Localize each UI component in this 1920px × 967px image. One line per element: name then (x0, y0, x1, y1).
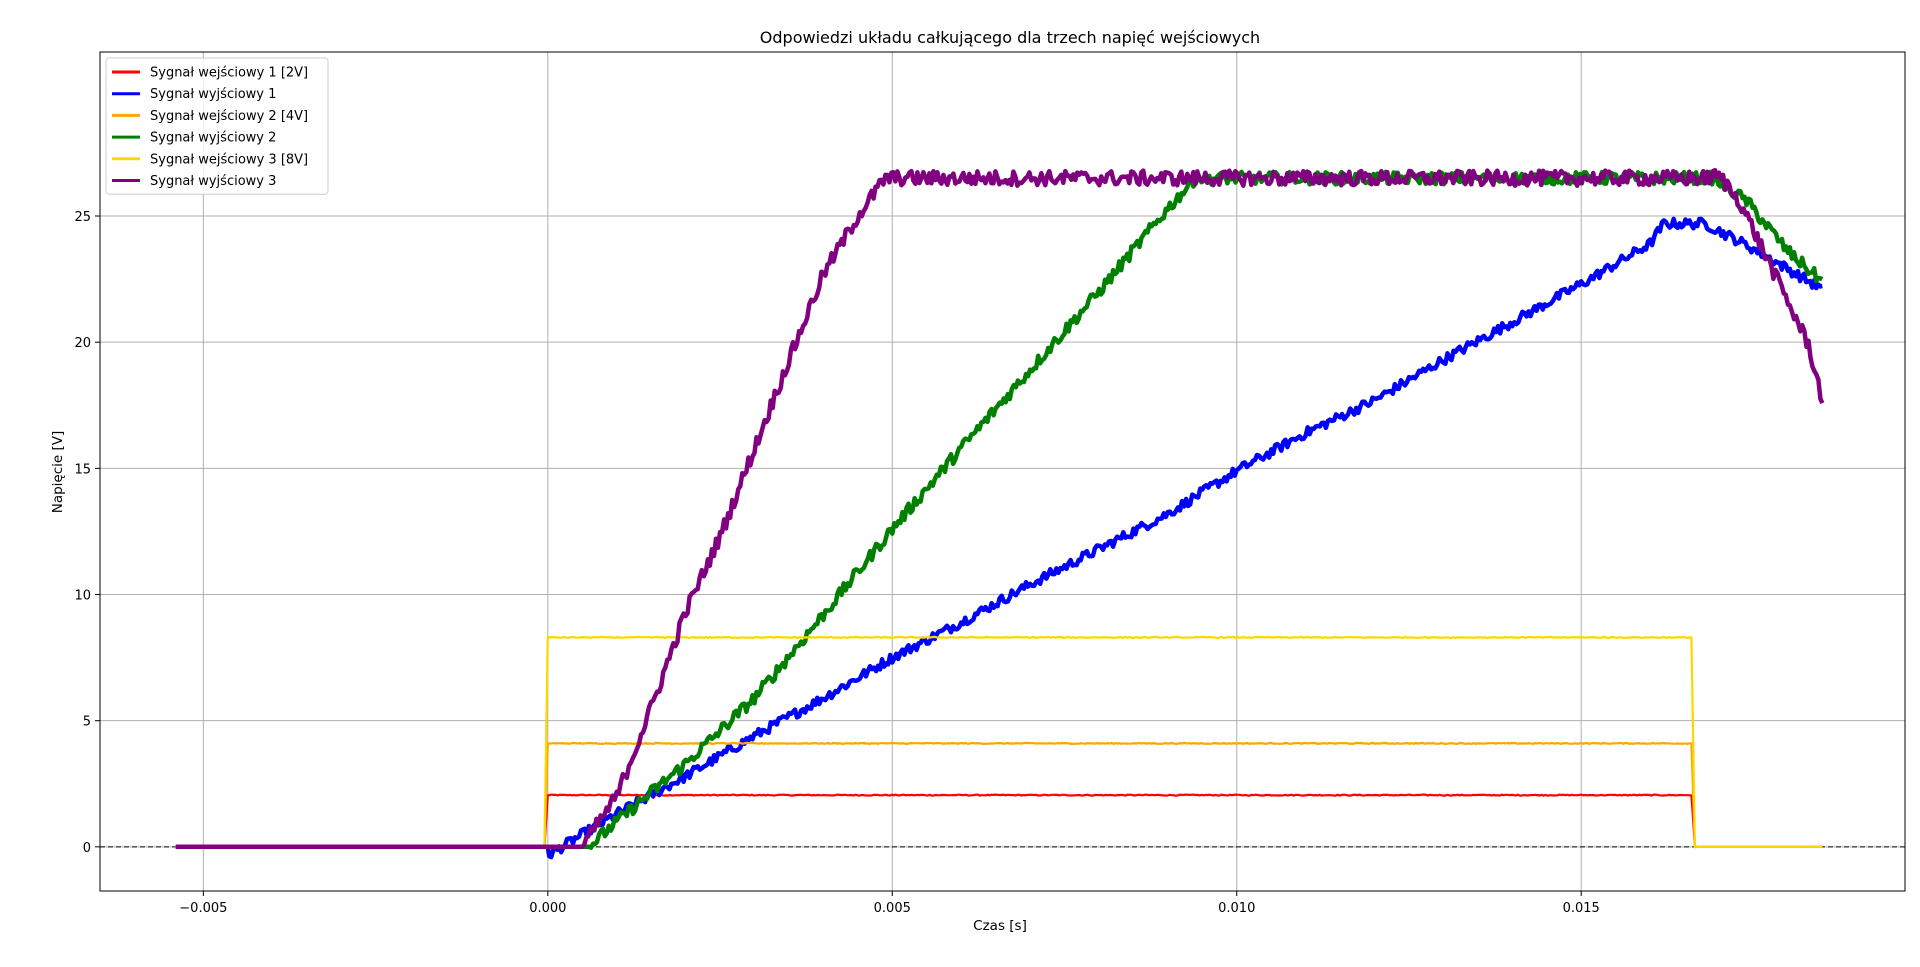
series-line-6 (175, 167, 1825, 850)
legend-entry-3: Sygnał wejściowy 2 [4V] (150, 109, 308, 124)
legend-entry-4: Sygnał wyjściowy 2 (150, 131, 276, 146)
x-tick-label: −0.005 (179, 901, 227, 916)
legend-box (105, 57, 329, 195)
y-tick-label: 5 (83, 715, 91, 730)
series-group (175, 167, 1825, 860)
x-tick-label: 0.010 (1218, 901, 1255, 916)
y-axis-label: Napięcie [V] (50, 431, 66, 514)
legend-entry-6: Sygnał wyjściowy 3 (150, 174, 276, 189)
legend-entry-5: Sygnał wejściowy 3 [8V] (150, 152, 308, 167)
legend-entry-2: Sygnał wyjściowy 1 (150, 87, 276, 102)
series-line-1 (175, 793, 1823, 848)
y-axis-ticks: 0 5 10 15 20 25 (74, 210, 100, 856)
legend: Sygnał wejściowy 1 [2V] Sygnał wyjściowy … (105, 57, 329, 195)
x-tick-label: 0.005 (874, 901, 911, 916)
y-tick-label: 25 (74, 210, 91, 225)
plot-frame (99, 51, 1906, 892)
x-tick-label: 0.000 (529, 901, 566, 916)
x-tick-label: 0.015 (1563, 901, 1600, 916)
x-axis-label: Czas [s] (973, 918, 1027, 934)
y-tick-label: 15 (74, 462, 91, 477)
series-line-2 (175, 216, 1823, 860)
series-line-4 (175, 169, 1824, 850)
x-axis-ticks: −0.005 0.000 0.005 0.010 0.015 (179, 891, 1600, 916)
y-tick-label: 10 (74, 589, 91, 604)
y-tick-label: 20 (74, 336, 91, 351)
chart-title: Odpowiedzi układu całkującego dla trzech… (760, 28, 1260, 47)
series-line-5 (175, 635, 1823, 849)
y-tick-label: 0 (83, 841, 91, 856)
legend-entry-1: Sygnał wejściowy 1 [2V] (150, 66, 308, 81)
